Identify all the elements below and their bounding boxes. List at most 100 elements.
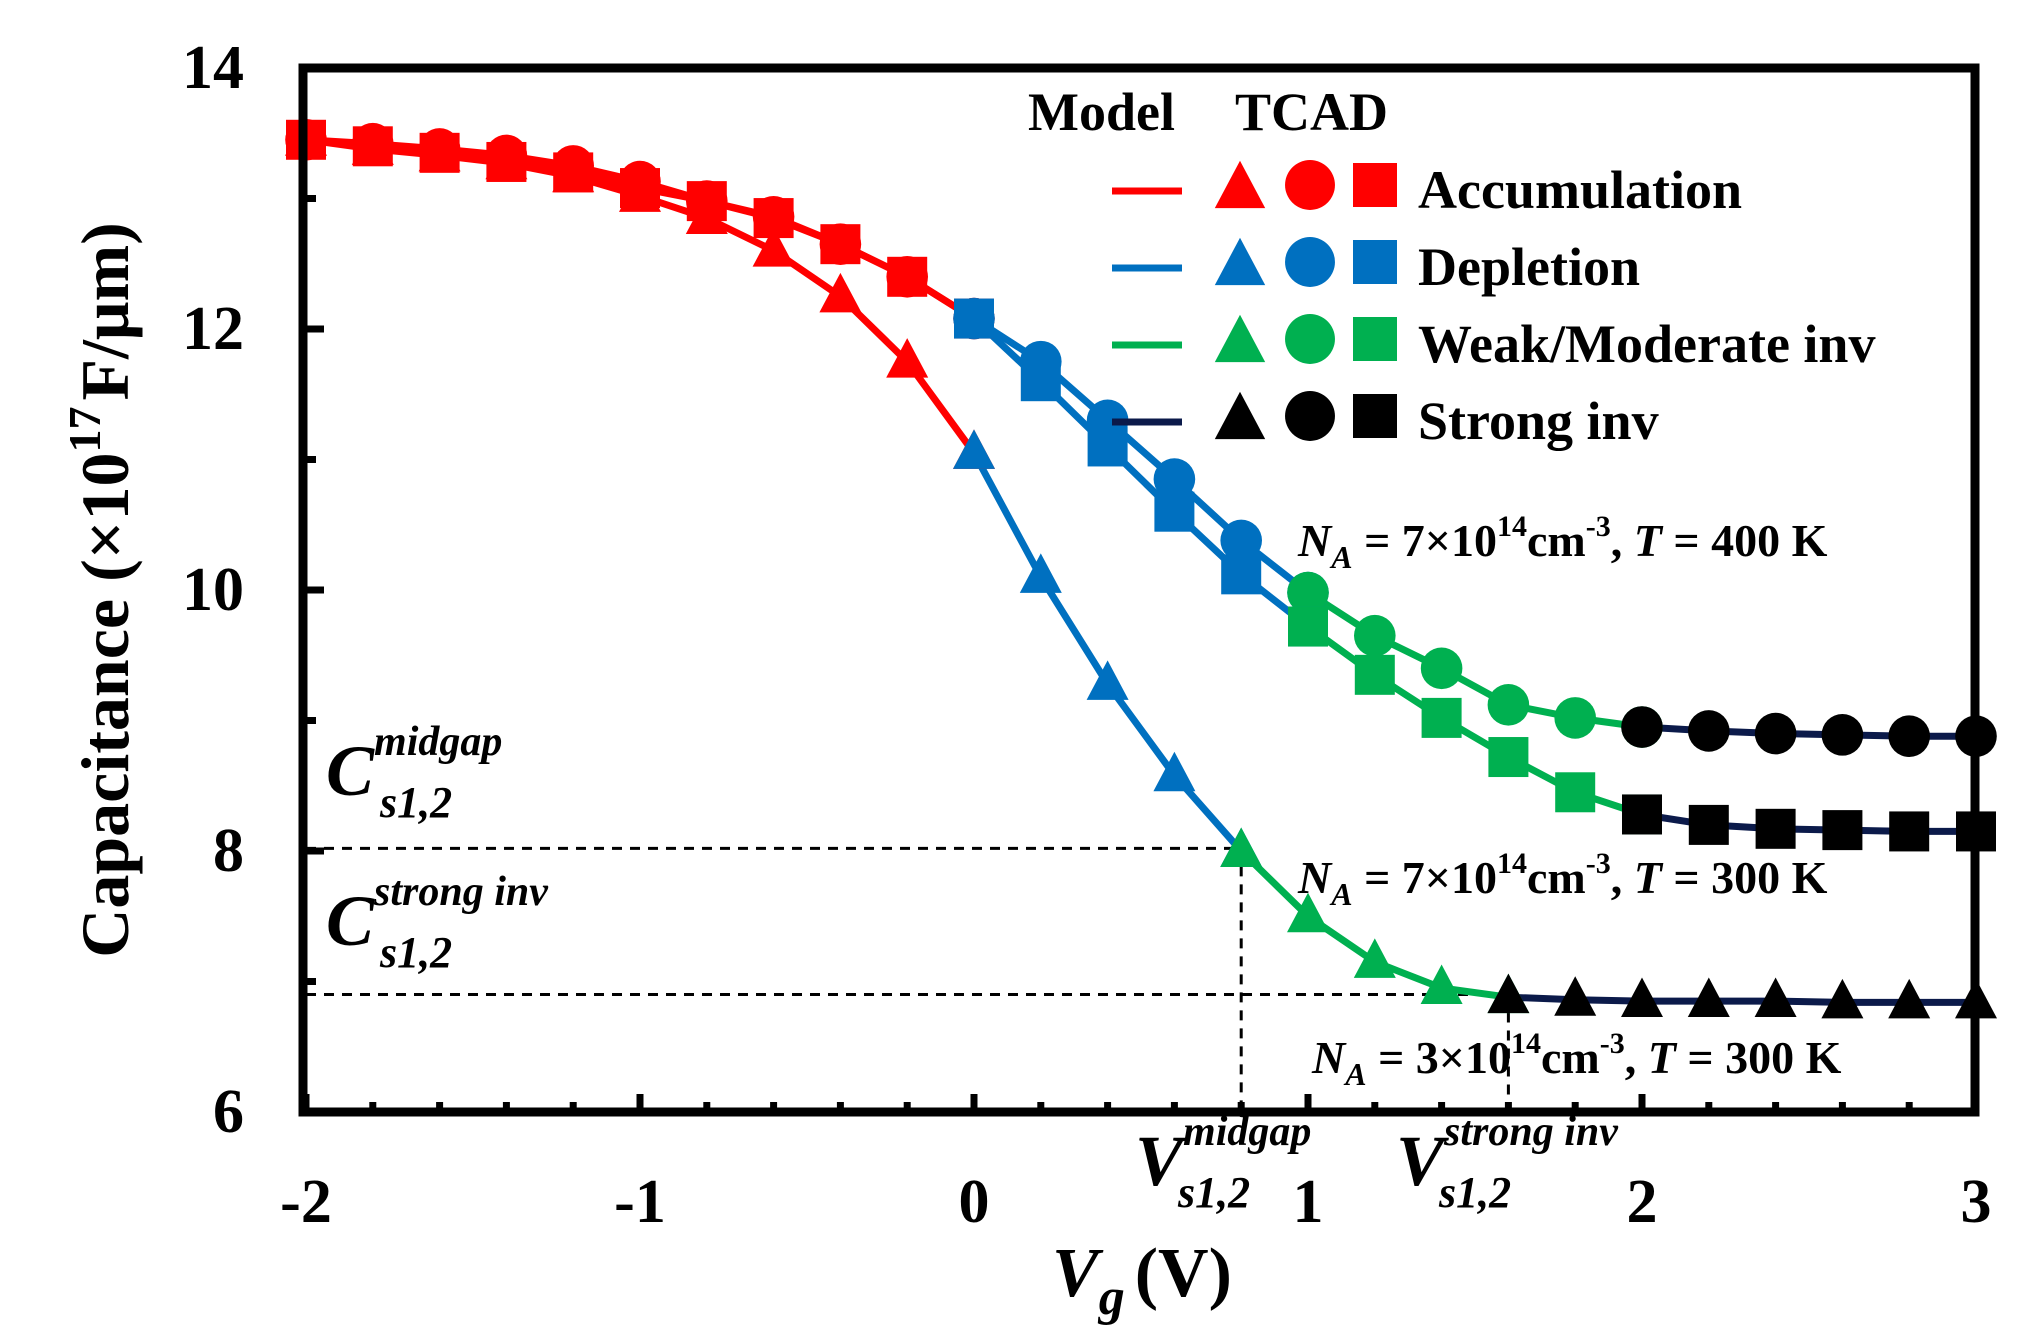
data-point-triangle: [1821, 978, 1864, 1019]
data-point-triangle: [1086, 660, 1129, 700]
legend-triangle-icon: [1214, 314, 1266, 363]
annotation-unit: cm: [1541, 1032, 1600, 1083]
data-point-circle: [1220, 519, 1262, 562]
data-point-square: [1154, 491, 1195, 532]
y-axis-label-main: Capacitance (×10: [67, 453, 143, 958]
label-c-midgap-sup: midgap: [374, 719, 502, 765]
data-point-square: [1288, 606, 1328, 647]
annotation-tvar: T: [1648, 1032, 1678, 1083]
annotation-series-400k: NA = 7×1014cm-3, T = 400 K: [1297, 510, 1828, 575]
legend-label-strong-inv: Strong inv: [1418, 391, 1659, 451]
data-point-circle: [1621, 706, 1663, 748]
data-point-triangle: [1287, 892, 1329, 933]
y-tick-label: 6: [213, 1078, 244, 1146]
y-axis-label: Capacitance (×1017 F/μm): [59, 222, 143, 958]
label-v-strong-inv-sub: s1,2: [1438, 1168, 1511, 1217]
annotation-tail: ,: [1611, 852, 1634, 903]
data-point-triangle: [418, 131, 461, 172]
annotation-tvar: T: [1634, 515, 1664, 566]
legend-circle-icon: [1285, 314, 1335, 364]
annotation-unit-sup: -3: [1600, 1027, 1625, 1060]
legend-circle-icon: [1285, 391, 1335, 441]
annotation-unit-sup: -3: [1586, 847, 1611, 880]
annotation-sup: 14: [1497, 510, 1527, 543]
annotation-tval: = 300 K: [1676, 1032, 1842, 1083]
data-point-circle: [1754, 712, 1797, 755]
data-point-triangle: [752, 227, 795, 267]
annotation-sub: A: [1329, 876, 1352, 912]
label-v-strong-inv-sup: strong inv: [1443, 1109, 1619, 1155]
label-v-strong-inv-main: V: [1396, 1121, 1449, 1201]
label-c-strong-inv-sub: s1,2: [379, 928, 452, 977]
label-c-strong-inv: Cstrong inv s1,2: [326, 869, 549, 977]
data-point-square: [887, 256, 928, 297]
data-point-triangle: [619, 172, 661, 212]
data-point-square: [1755, 808, 1796, 849]
data-point-square: [1354, 654, 1395, 695]
legend-triangle-icon: [1214, 391, 1266, 440]
label-v-midgap-main: V: [1135, 1121, 1188, 1201]
annotation-tval: = 300 K: [1662, 852, 1828, 903]
annotation-var: N: [1297, 852, 1333, 903]
label-v-midgap: Vmidgap s1,2: [1135, 1109, 1311, 1217]
y-tick-label: 8: [213, 817, 244, 885]
label-c-midgap-main: C: [326, 731, 375, 811]
data-point-circle: [1888, 715, 1930, 757]
data-point-circle: [1420, 647, 1463, 690]
data-point-square: [1889, 811, 1930, 852]
data-point-triangle: [886, 338, 929, 378]
legend-square-icon: [1353, 394, 1397, 438]
axis-ticks: [302, 64, 1980, 1116]
label-c-strong-inv-sup: strong inv: [373, 869, 549, 915]
reference-lines: [306, 846, 1510, 1112]
data-point-triangle: [953, 429, 995, 469]
annotation-tvar: T: [1634, 852, 1664, 903]
legend-square-icon: [1353, 240, 1397, 284]
data-point-triangle: [552, 152, 595, 193]
y-axis-label-unit: F/μm): [67, 222, 143, 400]
label-c-midgap-sub: s1,2: [379, 778, 452, 827]
data-point-triangle: [1687, 977, 1730, 1018]
x-tick-label: 2: [1627, 1168, 1658, 1236]
annotation-unit-sup: -3: [1586, 510, 1611, 543]
legend: Model TCAD Accumulation Depletion Weak/M…: [1028, 82, 1875, 451]
annotation-tail: ,: [1625, 1032, 1648, 1083]
annotation-var: N: [1297, 515, 1333, 566]
x-tick-label: 0: [959, 1168, 990, 1236]
data-point-square: [954, 298, 994, 339]
data-point-triangle: [1220, 827, 1263, 867]
data-point-circle: [1487, 684, 1530, 726]
label-v-strong-inv: Vstrong inv s1,2: [1396, 1109, 1619, 1217]
x-tick-label: -2: [280, 1168, 332, 1236]
data-point-circle: [1354, 614, 1396, 657]
x-tick-label: 3: [1961, 1168, 1992, 1236]
data-point-triangle: [1754, 977, 1797, 1018]
annotation-sup: 14: [1511, 1027, 1541, 1060]
data-point-square: [1087, 426, 1128, 467]
x-tick-label: -1: [614, 1168, 666, 1236]
data-point-square: [1622, 794, 1662, 835]
annotation-series-300k-3e14: NA = 3×1014cm-3, T = 300 K: [1311, 1027, 1842, 1092]
label-v-midgap-sup: midgap: [1183, 1109, 1311, 1155]
legend-triangle-icon: [1214, 237, 1266, 286]
data-point-circle: [1554, 697, 1596, 739]
legend-label-depletion: Depletion: [1418, 237, 1640, 297]
label-v-midgap-sub: s1,2: [1177, 1168, 1250, 1217]
y-tick-labels: 6 8 10 12 14: [182, 34, 244, 1146]
legend-label-accumulation: Accumulation: [1418, 160, 1742, 220]
legend-header-model: Model: [1028, 82, 1175, 142]
plot-frame: [298, 63, 1980, 1117]
annotation-sub: A: [1329, 539, 1352, 575]
annotation-tval: = 400 K: [1662, 515, 1828, 566]
label-c-strong-inv-main: C: [326, 881, 375, 961]
curve-depletion: [970, 449, 1245, 855]
annotation-unit: cm: [1527, 515, 1586, 566]
y-tick-label: 12: [182, 295, 244, 363]
data-point-triangle: [819, 272, 862, 313]
data-point-triangle: [1554, 976, 1597, 1016]
data-point-triangle: [1621, 977, 1663, 1018]
x-axis-label: Vg (V): [1052, 1235, 1232, 1326]
data-point-triangle: [485, 139, 528, 180]
data-point-triangle: [685, 194, 728, 235]
